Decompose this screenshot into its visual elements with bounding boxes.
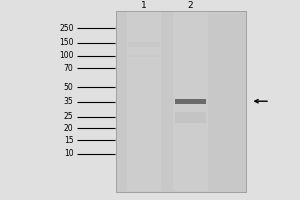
Text: 100: 100 bbox=[59, 51, 74, 60]
Text: 35: 35 bbox=[64, 97, 74, 106]
Text: 70: 70 bbox=[64, 64, 74, 73]
Text: 150: 150 bbox=[59, 38, 74, 47]
Text: 25: 25 bbox=[64, 112, 74, 121]
Bar bbox=[127, 12, 161, 191]
Text: 1: 1 bbox=[141, 1, 147, 10]
Bar bbox=[175, 99, 206, 104]
Text: 15: 15 bbox=[64, 136, 74, 145]
Text: 250: 250 bbox=[59, 24, 74, 33]
Bar bbox=[116, 11, 246, 192]
Bar bbox=[128, 42, 160, 47]
Text: 20: 20 bbox=[64, 124, 74, 133]
Bar bbox=[128, 54, 160, 57]
Bar bbox=[173, 12, 208, 191]
Bar bbox=[175, 112, 206, 123]
Text: 10: 10 bbox=[64, 149, 74, 158]
Text: 50: 50 bbox=[64, 83, 74, 92]
Text: 2: 2 bbox=[188, 1, 193, 10]
